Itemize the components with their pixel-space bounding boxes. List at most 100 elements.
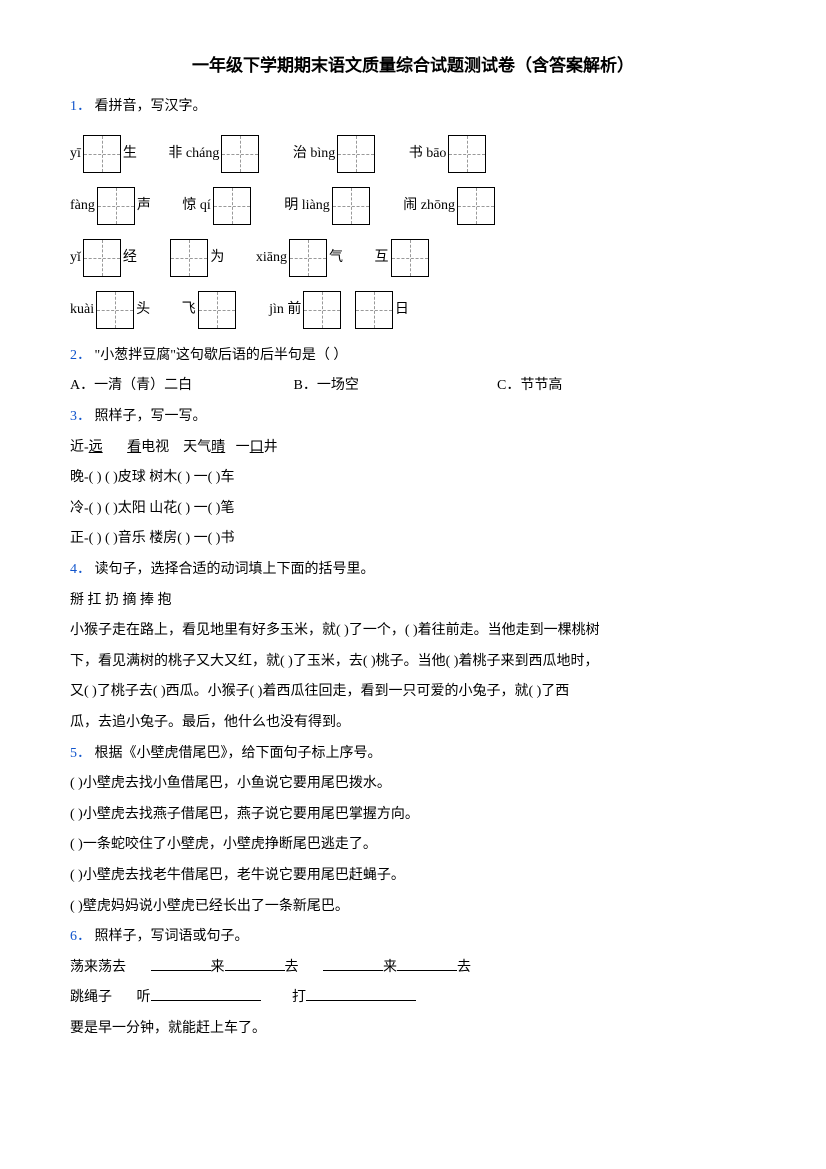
char-hint: 来 (383, 960, 397, 975)
char-hint: 日 (395, 297, 409, 324)
pinyin: jìn 前 (269, 297, 301, 324)
q4-body[interactable]: 小猴子走在路上，看见地里有好多玉米，就( )了一个，( )着往前走。当他走到一棵… (70, 618, 756, 645)
q3-line[interactable]: 冷-( ) ( )太阳 山花( ) 一( )笔 (70, 496, 756, 523)
pinyin-row: yǐ 经 为 xiāng 气 互 (70, 239, 756, 277)
q1-number: 1． (70, 99, 91, 114)
pinyin: 非 cháng (168, 141, 219, 168)
char-hint: 生 (123, 141, 137, 168)
q5-item[interactable]: ( )一条蛇咬住了小壁虎，小壁虎挣断尾巴逃走了。 (70, 832, 756, 859)
char-hint: 去 (457, 960, 471, 975)
char-hint: 飞 (182, 297, 196, 324)
q3-example: 近-远 看电视 天气晴 一口井 (70, 435, 756, 462)
q3-text: 照样子，写一写。 (95, 409, 207, 424)
q3-number: 3． (70, 409, 91, 424)
q6-text: 照样子，写词语或句子。 (95, 929, 249, 944)
example-word: 跳绳子 (70, 990, 112, 1005)
q4-header: 4． 读句子，选择合适的动词填上下面的括号里。 (70, 557, 756, 584)
blank[interactable] (397, 956, 457, 971)
char-hint: 互 (375, 245, 389, 272)
q6-line2[interactable]: 跳绳子 听 打 (70, 985, 756, 1012)
q3-header: 3． 照样子，写一写。 (70, 404, 756, 431)
example-underline: 晴 (211, 440, 225, 455)
char-box[interactable] (221, 135, 259, 173)
pinyin: yī (70, 141, 81, 168)
char-hint: 气 (329, 245, 343, 272)
q5-header: 5． 根据《小壁虎借尾巴》，给下面句子标上序号。 (70, 741, 756, 768)
char-box[interactable] (303, 291, 341, 329)
q4-number: 4． (70, 562, 91, 577)
char-box[interactable] (391, 239, 429, 277)
char-box[interactable] (213, 187, 251, 225)
blank[interactable] (151, 956, 211, 971)
q2-option-a[interactable]: A．一清（青）二白 (70, 373, 290, 400)
char-box[interactable] (289, 239, 327, 277)
pinyin-row: kuài 头 飞 jìn 前 日 (70, 291, 756, 329)
char-box[interactable] (96, 291, 134, 329)
q4-words: 掰 扛 扔 摘 捧 抱 (70, 588, 756, 615)
example-word: 荡来荡去 (70, 960, 126, 975)
pinyin: 治 bìng (293, 141, 335, 168)
q6-line3: 要是早一分钟，就能赶上车了。 (70, 1016, 756, 1043)
char-hint: 声 (137, 193, 151, 220)
blank[interactable] (306, 986, 416, 1001)
q2-header: 2． "小葱拌豆腐"这句歇后语的后半句是（ ） (70, 343, 756, 370)
q6-line1[interactable]: 荡来荡去 来 去 来 去 (70, 955, 756, 982)
q1-header: 1． 看拼音，写汉字。 (70, 94, 756, 121)
char-box[interactable] (355, 291, 393, 329)
char-hint: 听 (137, 990, 151, 1005)
char-box[interactable] (332, 187, 370, 225)
q1-text: 看拼音，写汉字。 (95, 99, 207, 114)
pinyin: 惊 qí (182, 193, 210, 220)
q6-number: 6． (70, 929, 91, 944)
char-box[interactable] (448, 135, 486, 173)
q4-body[interactable]: 下，看见满树的桃子又大又红，就( )了玉米，去( )桃子。当他( )着桃子来到西… (70, 649, 756, 676)
q1-rows: yī 生 非 cháng 治 bìng 书 bāo fàng 声 惊 qí 明 li… (70, 135, 756, 329)
q3-line[interactable]: 晚-( ) ( )皮球 树木( ) 一( )车 (70, 465, 756, 492)
pinyin: 明 liàng (284, 193, 330, 220)
char-box[interactable] (457, 187, 495, 225)
char-box[interactable] (83, 239, 121, 277)
pinyin: 闹 zhōng (403, 193, 455, 220)
blank[interactable] (225, 956, 285, 971)
q4-body[interactable]: 又( )了桃子去( )西瓜。小猴子( )着西瓜往回走，看到一只可爱的小兔子，就(… (70, 679, 756, 706)
example-underline: 看 (127, 440, 141, 455)
pinyin-row: fàng 声 惊 qí 明 liàng 闹 zhōng (70, 187, 756, 225)
page-title: 一年级下学期期末语文质量综合试题测试卷（含答案解析） (70, 50, 756, 82)
q5-item[interactable]: ( )壁虎妈妈说小壁虎已经长出了一条新尾巴。 (70, 894, 756, 921)
char-hint: 经 (123, 245, 137, 272)
pinyin: fàng (70, 193, 95, 220)
q2-number: 2． (70, 348, 91, 363)
q5-item[interactable]: ( )小壁虎去找小鱼借尾巴，小鱼说它要用尾巴拨水。 (70, 771, 756, 798)
q3-line[interactable]: 正-( ) ( )音乐 楼房( ) 一( )书 (70, 526, 756, 553)
q2-option-c[interactable]: C．节节高 (497, 373, 562, 400)
char-box[interactable] (97, 187, 135, 225)
q4-body[interactable]: 瓜，去追小兔子。最后，他什么也没有得到。 (70, 710, 756, 737)
example-label: 近- (70, 440, 89, 455)
pinyin-row: yī 生 非 cháng 治 bìng 书 bāo (70, 135, 756, 173)
q2-option-b[interactable]: B．一场空 (294, 373, 494, 400)
q6-header: 6． 照样子，写词语或句子。 (70, 924, 756, 951)
char-hint: 去 (285, 960, 299, 975)
pinyin: kuài (70, 297, 94, 324)
blank[interactable] (323, 956, 383, 971)
q2-text: "小葱拌豆腐"这句歇后语的后半句是（ ） (95, 348, 348, 363)
q2-options: A．一清（青）二白 B．一场空 C．节节高 (70, 373, 756, 400)
char-hint: 打 (292, 990, 306, 1005)
char-hint: 来 (211, 960, 225, 975)
char-box[interactable] (83, 135, 121, 173)
char-box[interactable] (198, 291, 236, 329)
pinyin: yǐ (70, 245, 81, 272)
pinyin: xiāng (256, 245, 287, 272)
blank[interactable] (151, 986, 261, 1001)
char-hint: 头 (136, 297, 150, 324)
char-hint: 为 (210, 245, 224, 272)
char-box[interactable] (337, 135, 375, 173)
q5-number: 5． (70, 746, 91, 761)
q5-item[interactable]: ( )小壁虎去找燕子借尾巴，燕子说它要用尾巴掌握方向。 (70, 802, 756, 829)
q4-text: 读句子，选择合适的动词填上下面的括号里。 (95, 562, 375, 577)
q5-item[interactable]: ( )小壁虎去找老牛借尾巴，老牛说它要用尾巴赶蝇子。 (70, 863, 756, 890)
q5-text: 根据《小壁虎借尾巴》，给下面句子标上序号。 (95, 746, 382, 761)
char-box[interactable] (170, 239, 208, 277)
example-underline: 口 (250, 440, 264, 455)
pinyin: 书 bāo (409, 141, 447, 168)
